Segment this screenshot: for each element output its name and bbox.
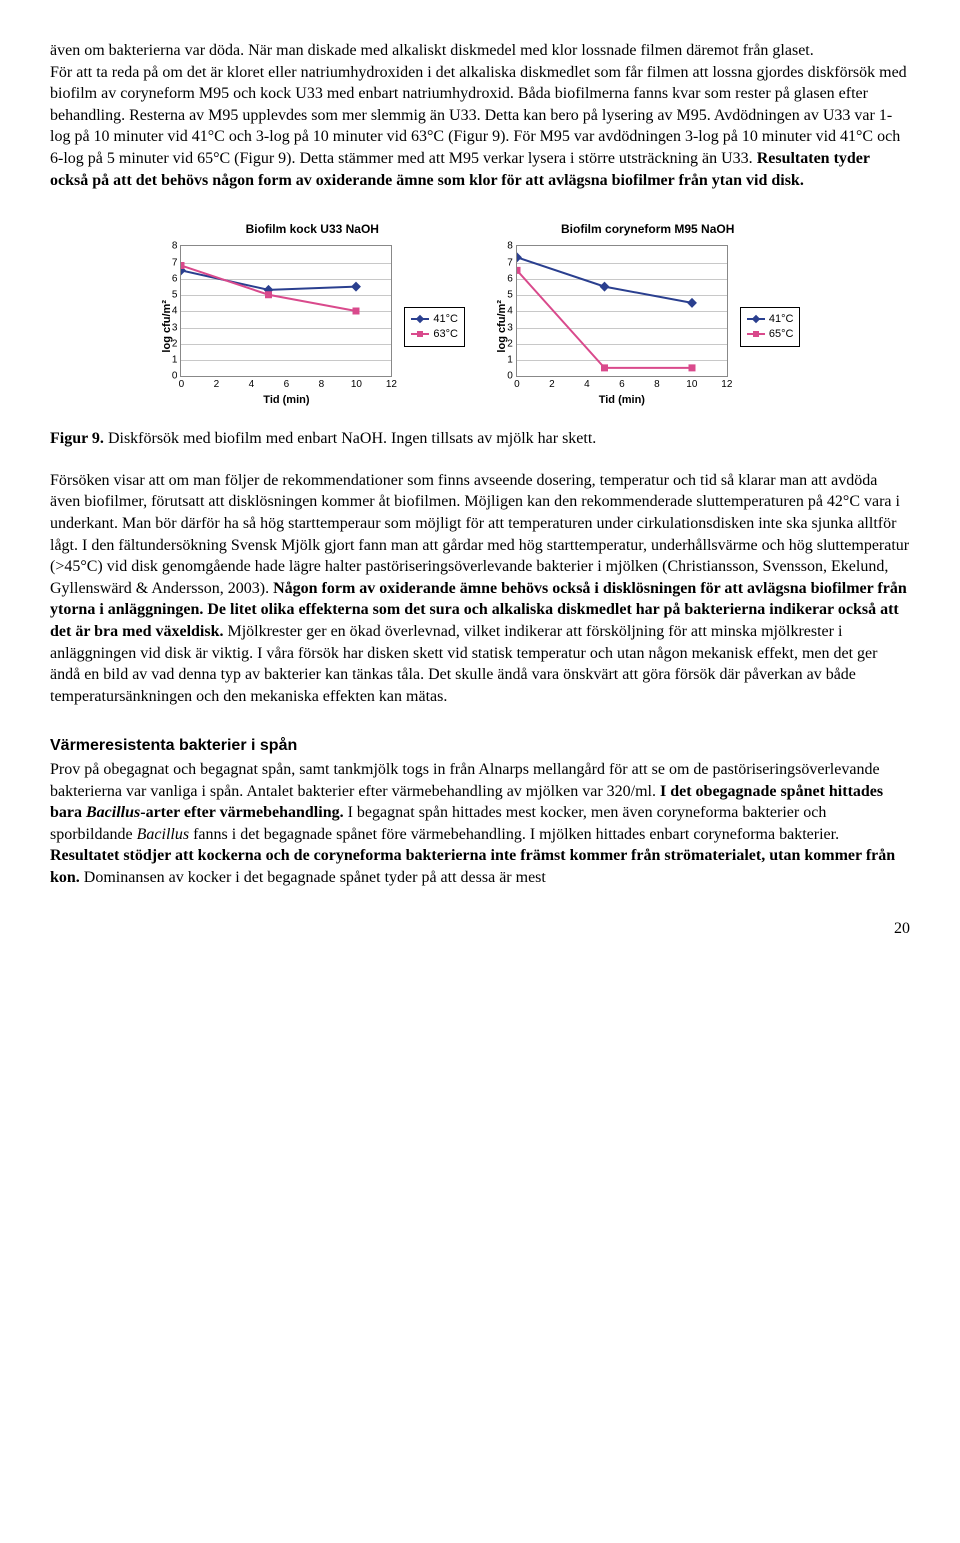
chart-plot: 012345678024681012 <box>180 245 392 377</box>
paragraph-2: För att ta reda på om det är kloret elle… <box>50 62 910 192</box>
figure-9-charts: Biofilm kock U33 NaOHlog cfu/m²012345678… <box>50 221 910 408</box>
paragraph-3: Försöken visar att om man följer de reko… <box>50 470 910 708</box>
paragraph-1: även om bakterierna var döda. När man di… <box>50 40 910 62</box>
chart-m95: Biofilm coryneform M95 NaOHlog cfu/m²012… <box>495 221 800 408</box>
chart-legend: 41°C65°C <box>740 307 801 347</box>
chart-legend: 41°C63°C <box>404 307 465 347</box>
chart-u33: Biofilm kock U33 NaOHlog cfu/m²012345678… <box>160 221 465 408</box>
chart-title: Biofilm kock U33 NaOH <box>246 221 379 237</box>
chart-xlabel: Tid (min) <box>263 393 309 408</box>
chart-plot: 012345678024681012 <box>516 245 728 377</box>
page-number: 20 <box>50 918 910 940</box>
chart-xlabel: Tid (min) <box>599 393 645 408</box>
figure-9-caption: Figur 9. Diskförsök med biofilm med enba… <box>50 428 910 450</box>
heading-varmeresistenta: Värmeresistenta bakterier i spån <box>50 735 910 757</box>
paragraph-4: Prov på obegagnat och begagnat spån, sam… <box>50 759 910 889</box>
chart-title: Biofilm coryneform M95 NaOH <box>561 221 734 237</box>
